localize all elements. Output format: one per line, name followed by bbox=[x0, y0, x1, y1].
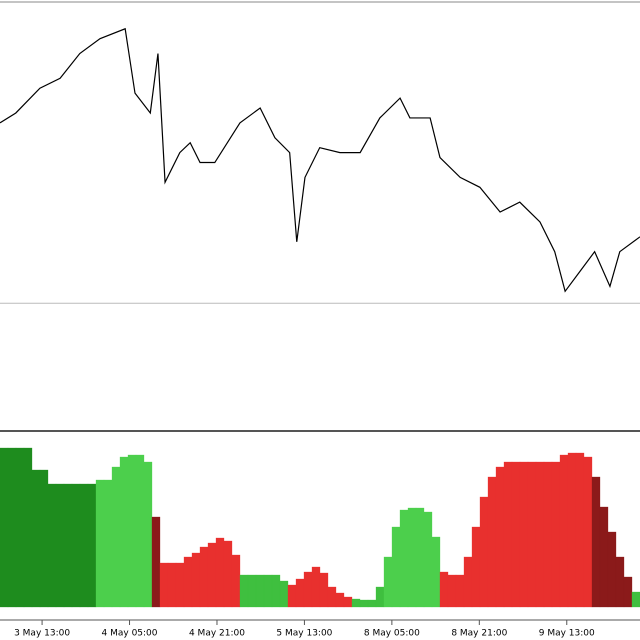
histogram-bar bbox=[359, 599, 369, 608]
histogram-bar bbox=[151, 516, 161, 608]
histogram-bar bbox=[183, 556, 193, 608]
histogram-bar bbox=[615, 556, 625, 608]
histogram-bar bbox=[39, 469, 49, 608]
histogram-bar bbox=[479, 496, 489, 608]
histogram-bar bbox=[7, 447, 17, 608]
histogram-bar bbox=[167, 562, 177, 608]
x-tick-label: 4 May 05:00 bbox=[102, 629, 158, 639]
histogram-bar bbox=[71, 483, 81, 608]
histogram-bar bbox=[319, 572, 329, 608]
histogram-bar bbox=[471, 526, 481, 608]
histogram-bar bbox=[143, 461, 153, 608]
histogram-bar bbox=[55, 483, 65, 608]
histogram-bar bbox=[591, 476, 601, 608]
histogram-bar bbox=[279, 580, 289, 608]
histogram-bar bbox=[343, 596, 353, 608]
histogram-bar bbox=[63, 483, 73, 608]
histogram-bar bbox=[431, 536, 441, 608]
histogram-bar bbox=[551, 461, 561, 608]
histogram-bar bbox=[255, 574, 265, 608]
histogram-bar bbox=[0, 447, 9, 608]
histogram-bar bbox=[327, 586, 337, 608]
histogram-bar bbox=[287, 584, 297, 608]
histogram-bar bbox=[519, 461, 529, 608]
histogram-bar bbox=[271, 574, 281, 608]
histogram-bar bbox=[559, 454, 569, 608]
histogram-bar bbox=[47, 483, 57, 608]
histogram-bar bbox=[631, 591, 640, 608]
histogram-bar bbox=[95, 479, 105, 608]
histogram-bar bbox=[407, 507, 417, 608]
price-line bbox=[0, 27, 640, 293]
histogram-bar bbox=[583, 456, 593, 608]
x-tick-label: 5 May 13:00 bbox=[276, 629, 332, 639]
histogram-bar bbox=[391, 526, 401, 608]
histogram-bar bbox=[335, 592, 345, 608]
histogram-bar bbox=[415, 507, 425, 608]
histogram-bar bbox=[159, 562, 169, 608]
x-tick-label: 8 May 21:00 bbox=[451, 629, 507, 639]
histogram-bar bbox=[231, 554, 241, 608]
histogram-bar bbox=[215, 537, 225, 608]
x-tick-label: 9 May 13:00 bbox=[539, 629, 595, 639]
histogram-bar bbox=[575, 452, 585, 608]
histogram-bar bbox=[119, 456, 129, 608]
histogram-bar bbox=[535, 461, 545, 608]
histogram-bar bbox=[127, 454, 137, 608]
histogram-bar bbox=[383, 556, 393, 608]
x-tick-label: 4 May 21:00 bbox=[189, 629, 245, 639]
histogram-bar bbox=[31, 469, 41, 608]
histogram-bar bbox=[599, 506, 609, 608]
histogram-bar bbox=[487, 476, 497, 608]
histogram-bar bbox=[463, 556, 473, 608]
histogram-bar bbox=[191, 552, 201, 608]
histogram-bar bbox=[15, 447, 25, 608]
histogram-bar bbox=[623, 576, 633, 608]
histogram-bar bbox=[455, 574, 465, 608]
histogram-bar bbox=[135, 454, 145, 608]
histogram-bar bbox=[207, 542, 217, 608]
histogram-bar bbox=[543, 461, 553, 608]
histogram-bar bbox=[311, 566, 321, 608]
histogram-bar bbox=[87, 483, 97, 608]
histogram-bar bbox=[303, 571, 313, 608]
histogram-bar bbox=[295, 578, 305, 608]
histogram-bar bbox=[223, 540, 233, 608]
histogram-bar bbox=[23, 447, 33, 608]
histogram-bar bbox=[439, 571, 449, 608]
histogram-bar bbox=[351, 598, 361, 608]
x-tick-label: 3 May 13:00 bbox=[14, 629, 70, 639]
histogram-bar bbox=[447, 574, 457, 608]
histogram-bar bbox=[111, 466, 121, 608]
histogram-bar bbox=[399, 509, 409, 608]
histogram-bar bbox=[495, 466, 505, 608]
histogram-bar bbox=[247, 574, 257, 608]
histogram-bar bbox=[503, 461, 513, 608]
histogram-bar bbox=[423, 511, 433, 608]
histogram-bar bbox=[175, 562, 185, 608]
histogram-bar bbox=[375, 586, 385, 608]
histogram-bar bbox=[607, 531, 617, 608]
histogram-bar bbox=[103, 479, 113, 608]
histogram-bar bbox=[263, 574, 273, 608]
histogram-bar bbox=[239, 574, 249, 608]
histogram-bar bbox=[79, 483, 89, 608]
histogram-bar bbox=[527, 461, 537, 608]
histogram-bar bbox=[367, 599, 377, 608]
histogram-bar bbox=[511, 461, 521, 608]
histogram-bar bbox=[567, 452, 577, 608]
histogram-bar bbox=[199, 546, 209, 608]
x-tick-label: 8 May 05:00 bbox=[364, 629, 420, 639]
